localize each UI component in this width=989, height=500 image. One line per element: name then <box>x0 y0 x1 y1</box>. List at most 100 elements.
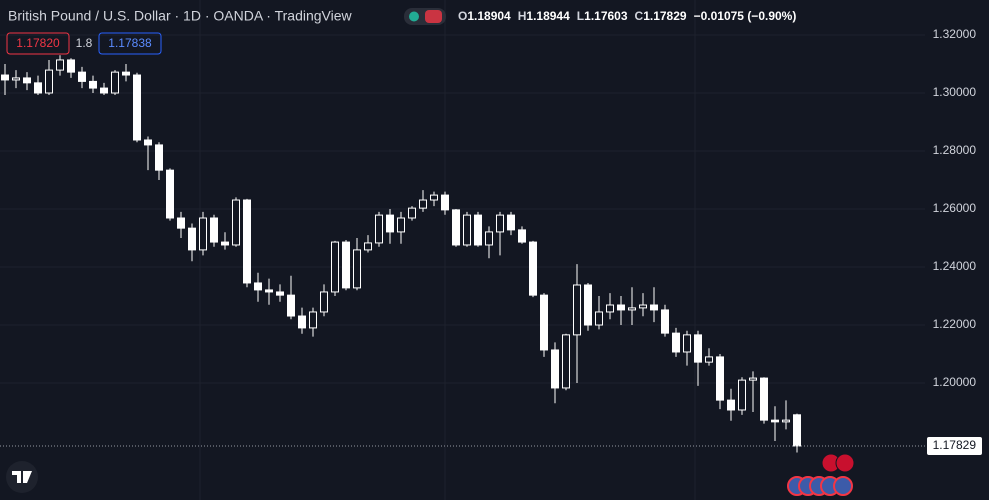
candle-body <box>111 71 119 94</box>
event-flags <box>787 453 855 496</box>
candle-body <box>716 356 724 401</box>
candle-body <box>782 419 790 423</box>
buy-button[interactable] <box>98 32 162 55</box>
candle-body <box>34 82 42 94</box>
change: −0.01075 (−0.90%) <box>694 9 797 23</box>
ohlc-key: H <box>518 9 527 23</box>
candle-body <box>551 349 559 389</box>
candle-body <box>56 59 64 71</box>
candle-body <box>793 414 801 447</box>
candle-body <box>397 217 405 233</box>
candle-body <box>23 77 31 84</box>
last-price-label: 1.17829 <box>933 438 977 452</box>
candle-body <box>771 419 779 423</box>
candle-body <box>452 209 460 246</box>
candle-body <box>276 291 284 296</box>
candle-body <box>67 59 75 73</box>
candle-body <box>562 334 570 389</box>
candle-body <box>12 77 20 81</box>
candle-body <box>419 199 427 209</box>
candle-body <box>529 241 537 296</box>
candle-body <box>188 227 196 251</box>
candle-body <box>628 307 636 311</box>
candle-body <box>177 217 185 229</box>
candle-body <box>331 241 339 293</box>
candle-body <box>573 284 581 336</box>
candle-body <box>606 304 614 313</box>
candle-body <box>749 377 757 381</box>
candle-body <box>386 214 394 233</box>
candle-body <box>342 241 350 289</box>
candle-body <box>210 217 218 243</box>
candle-body <box>353 249 361 289</box>
y-tick-label: 1.22000 <box>933 317 977 331</box>
spread: 1.8 <box>76 36 93 50</box>
candle-body <box>100 87 108 94</box>
ohlc-value: 1.18904 <box>467 9 511 23</box>
candle-body <box>89 80 97 89</box>
y-tick-label: 1.26000 <box>933 201 977 215</box>
candle-body <box>430 194 438 201</box>
candle-body <box>474 214 482 246</box>
ohlc-key: O <box>458 9 467 23</box>
candle-body <box>232 199 240 246</box>
candle-body <box>133 74 141 141</box>
candle-body <box>705 356 713 363</box>
candle-body <box>463 214 471 246</box>
ohlc-legend: O1.18904 H1.18944 L1.17603 C1.17829 −0.01075… <box>458 9 796 23</box>
candle-body <box>166 169 174 219</box>
candle-body <box>661 309 669 334</box>
y-tick-label: 1.24000 <box>933 259 977 273</box>
candle-body <box>584 284 592 326</box>
candle-body <box>650 304 658 311</box>
candle-body <box>155 144 163 171</box>
candle-body <box>1 74 9 81</box>
ohlc-value: 1.17829 <box>643 9 687 23</box>
candle-body <box>254 282 262 291</box>
candle-body <box>199 217 207 251</box>
candle-body <box>694 334 702 363</box>
candle-body <box>639 304 647 309</box>
toggle-dot <box>425 10 442 23</box>
candle-body <box>540 294 548 351</box>
candle-body <box>441 194 449 211</box>
ohlc-key: C <box>635 9 644 23</box>
candle-body <box>298 315 306 329</box>
candle-body <box>287 294 295 317</box>
candle-body <box>738 379 746 411</box>
tv-logo <box>6 461 38 493</box>
sell-price: 1.17820 <box>16 36 60 50</box>
candle-body <box>507 214 515 231</box>
candle-body <box>760 377 768 421</box>
sell-button[interactable] <box>6 32 70 55</box>
candle-body <box>78 71 86 82</box>
candle-body <box>595 311 603 326</box>
y-tick-label: 1.32000 <box>933 27 977 41</box>
candle-body <box>672 332 680 353</box>
candle-body <box>518 229 526 243</box>
candle-body <box>320 291 328 313</box>
y-tick-label: 1.28000 <box>933 143 977 157</box>
buy-price: 1.17838 <box>108 36 152 50</box>
y-tick-label: 1.20000 <box>933 375 977 389</box>
candle-body <box>45 69 53 94</box>
candle-body <box>265 289 273 293</box>
candle-body <box>144 139 152 146</box>
toggle-dot <box>409 11 419 22</box>
chart-title: British Pound / U.S. Dollar · 1D · OANDA… <box>8 8 353 24</box>
ohlc-value: 1.18944 <box>526 9 570 23</box>
candle-body <box>617 304 625 311</box>
y-tick-label: 1.30000 <box>933 85 977 99</box>
candle-body <box>221 241 229 246</box>
candle-body <box>364 242 372 251</box>
candle-body <box>727 399 735 411</box>
candle-body <box>243 199 251 284</box>
candle-body <box>309 311 317 329</box>
last-price-box <box>927 436 982 455</box>
candle-body <box>408 207 416 219</box>
candle-body <box>485 231 493 246</box>
candle-body <box>122 71 130 76</box>
candle-body <box>375 214 383 244</box>
candle-body <box>683 334 691 353</box>
